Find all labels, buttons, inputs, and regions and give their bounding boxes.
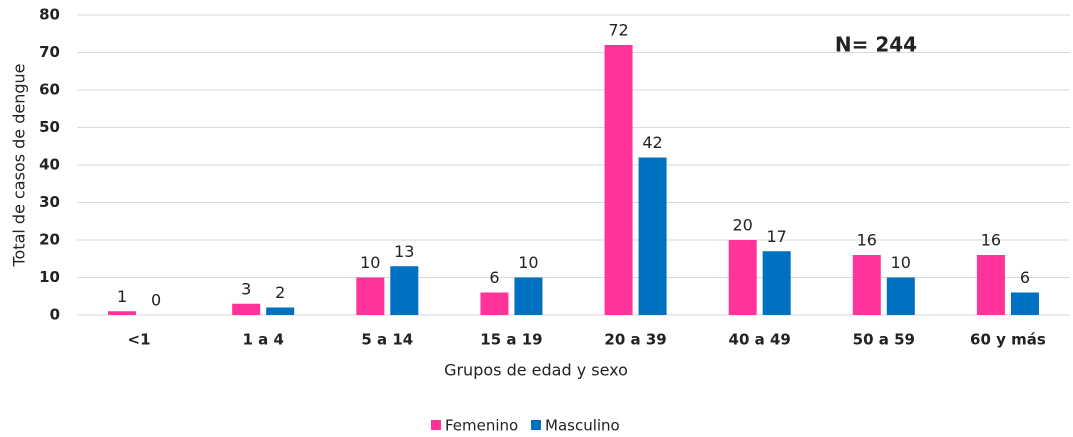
data-label: 17	[767, 227, 787, 246]
data-label: 16	[857, 231, 877, 250]
data-label: 0	[151, 291, 161, 310]
data-label: 6	[489, 268, 499, 287]
data-label: 10	[891, 253, 911, 272]
x-tick-label: 5 a 14	[361, 331, 413, 349]
legend-swatch	[431, 420, 441, 430]
bar	[976, 255, 1005, 315]
y-tick-label: 0	[50, 306, 60, 324]
data-label: 10	[518, 253, 538, 272]
bar	[604, 45, 633, 315]
bar	[728, 240, 757, 315]
y-tick-label: 30	[39, 193, 60, 211]
x-tick-label: 50 a 59	[853, 331, 915, 349]
data-label: 3	[241, 279, 251, 298]
bar	[266, 307, 295, 315]
data-label: 72	[608, 21, 628, 40]
bar	[852, 255, 881, 315]
data-label: 42	[642, 133, 662, 152]
bar	[356, 277, 385, 315]
x-tick-label: 40 a 49	[729, 331, 791, 349]
data-label: 1	[117, 287, 127, 306]
x-tick-label: 20 a 39	[604, 331, 666, 349]
data-label: 10	[360, 253, 380, 272]
x-axis-title: Grupos de edad y sexo	[444, 361, 628, 380]
legend-label: Femenino	[445, 417, 518, 435]
y-tick-label: 80	[39, 6, 60, 24]
bar	[1010, 292, 1039, 315]
y-tick-label: 50	[39, 118, 60, 136]
y-tick-label: 10	[39, 268, 60, 286]
data-label: 13	[394, 242, 414, 261]
x-tick-label: 60 y más	[970, 331, 1046, 349]
bar	[886, 277, 915, 315]
data-label: 6	[1020, 268, 1030, 287]
data-label: 2	[275, 283, 285, 302]
y-tick-label: 70	[39, 43, 60, 61]
y-axis-title: Total de casos de dengue	[10, 63, 29, 267]
legend-label: Masculino	[545, 417, 620, 435]
legend-swatch	[531, 420, 541, 430]
x-tick-label: <1	[128, 331, 151, 349]
y-tick-label: 60	[39, 81, 60, 99]
data-label: 20	[733, 216, 753, 235]
bar	[638, 157, 667, 315]
bar	[390, 266, 419, 315]
bar	[514, 277, 543, 315]
y-tick-label: 20	[39, 231, 60, 249]
bar	[232, 303, 261, 315]
data-label: 16	[981, 231, 1001, 250]
y-tick-label: 40	[39, 156, 60, 174]
bar	[480, 292, 509, 315]
bar	[762, 251, 791, 315]
bar	[108, 311, 137, 315]
x-tick-label: 15 a 19	[480, 331, 542, 349]
x-tick-label: 1 a 4	[242, 331, 283, 349]
